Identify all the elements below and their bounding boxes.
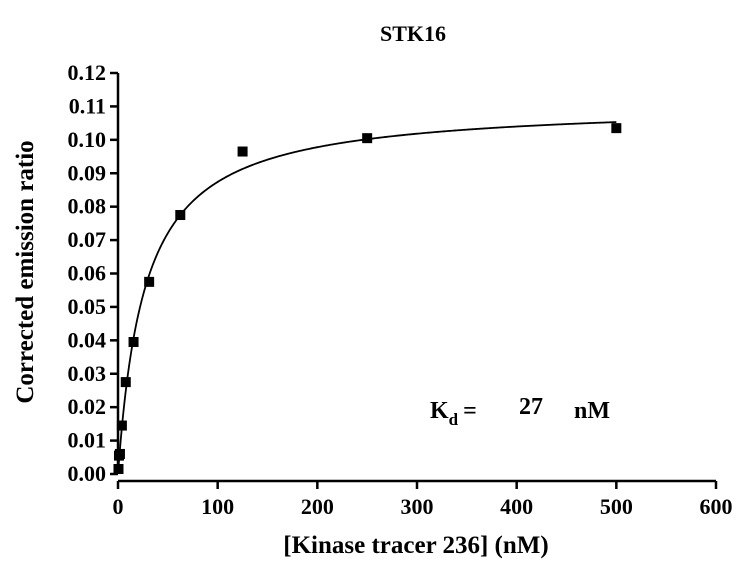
data-point-6 xyxy=(144,276,155,287)
x-tick-label: 500 xyxy=(600,494,633,519)
x-tick-label: 600 xyxy=(700,494,733,519)
x-tick-label: 300 xyxy=(401,494,434,519)
y-tick-label: 0.00 xyxy=(68,461,107,486)
kd-equals: = xyxy=(463,398,477,424)
data-point-10 xyxy=(611,123,622,134)
data-point-7 xyxy=(175,210,186,221)
chart-title: STK16 xyxy=(380,21,446,46)
kd-value: 27 xyxy=(519,394,543,420)
y-tick-label: 0.04 xyxy=(68,327,107,352)
y-tick-label: 0.08 xyxy=(68,194,107,219)
y-tick-label: 0.12 xyxy=(68,60,107,85)
kd-subscript: d xyxy=(449,410,459,429)
y-tick-label: 0.06 xyxy=(68,261,107,286)
fit-curve xyxy=(117,121,617,475)
y-tick-label: 0.09 xyxy=(68,160,107,185)
kd-unit: nM xyxy=(574,398,610,424)
data-point-9 xyxy=(362,133,373,144)
x-tick-label: 400 xyxy=(500,494,533,519)
y-tick-label: 0.02 xyxy=(68,394,107,419)
y-tick-label: 0.11 xyxy=(69,93,106,118)
y-tick-label: 0.05 xyxy=(68,294,107,319)
data-point-8 xyxy=(237,146,248,157)
data-point-3 xyxy=(116,420,127,431)
svg-text:Kd=: Kd = xyxy=(430,398,477,429)
data-point-2 xyxy=(114,448,125,459)
data-points xyxy=(113,123,622,474)
data-point-0 xyxy=(113,463,124,474)
y-ticks: 0.00 0.01 0.02 0.03 0.04 0.05 0.06 0.07 0.08 0.09… xyxy=(68,60,118,486)
x-tick-label: 0 xyxy=(113,494,124,519)
data-point-5 xyxy=(128,337,139,348)
data-point-4 xyxy=(120,377,131,388)
x-tick-label: 100 xyxy=(201,494,234,519)
x-axis-label: [Kinase tracer 236] (nM) xyxy=(283,532,548,559)
y-tick-label: 0.07 xyxy=(68,227,107,252)
kd-symbol: K xyxy=(430,398,449,424)
x-ticks: 0 100 200 300 400 500 600 xyxy=(113,481,733,519)
y-tick-label: 0.01 xyxy=(68,428,107,453)
x-tick-label: 200 xyxy=(301,494,334,519)
kd-annotation: Kd = 27 nM xyxy=(430,394,610,429)
y-axis-label: Corrected emission ratio xyxy=(12,140,39,403)
y-tick-label: 0.10 xyxy=(68,127,107,152)
y-tick-label: 0.03 xyxy=(68,361,107,386)
